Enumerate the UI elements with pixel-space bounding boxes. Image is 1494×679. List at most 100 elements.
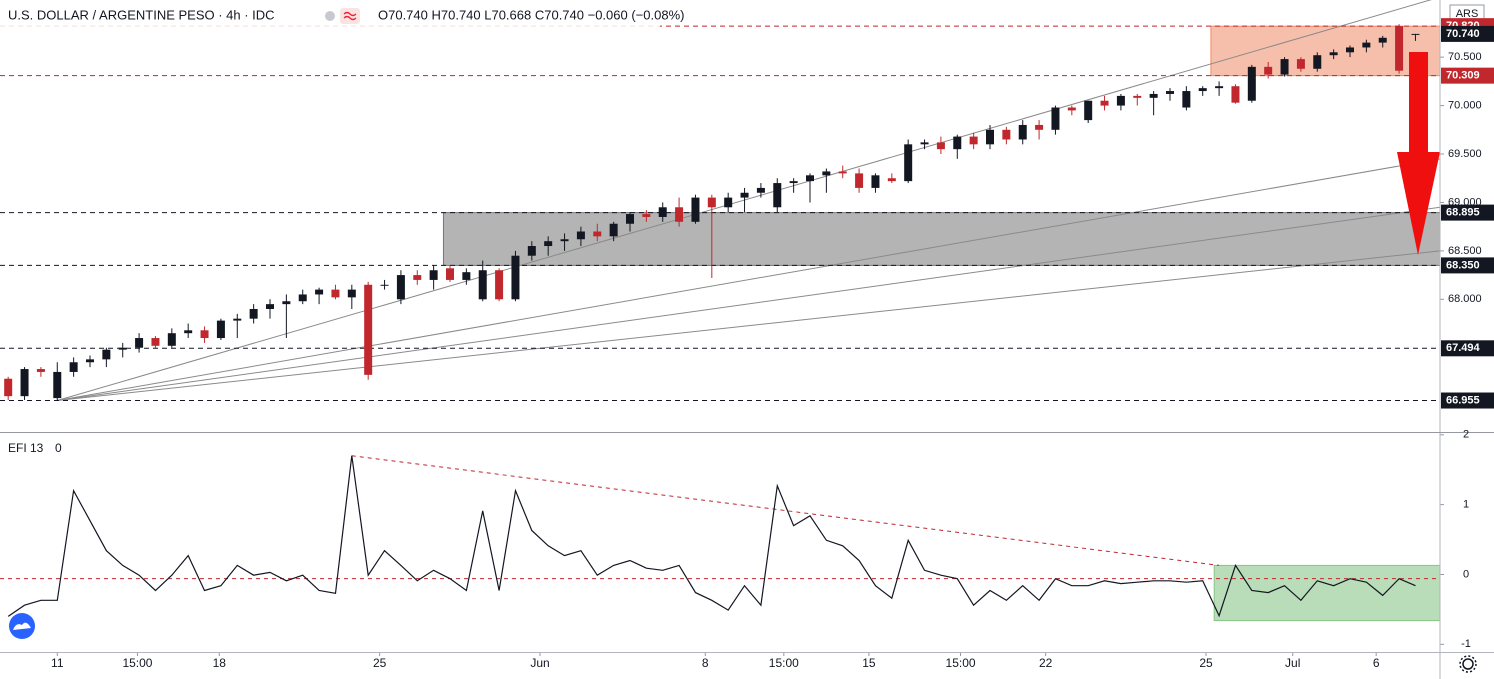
candle-body [315, 289, 324, 295]
candle-body [478, 270, 487, 300]
candle-body [593, 231, 602, 237]
candle-body [1035, 124, 1044, 130]
candle-body [511, 255, 520, 300]
y-tick-label: 70.500 [1448, 51, 1482, 63]
candle-body [986, 129, 994, 145]
fan-line [57, 250, 1441, 402]
candle-body [1100, 100, 1109, 106]
x-tick-label: Jul [1285, 656, 1300, 670]
candle-body [822, 171, 831, 176]
indicator-name: EFI 13 [8, 441, 44, 455]
candle-body [806, 175, 814, 182]
level-label: 66.955 [1446, 394, 1480, 406]
candle-body [249, 308, 258, 319]
efi-y-tick-label: 1 [1463, 499, 1469, 511]
candle-body [691, 197, 700, 222]
level-box [1441, 340, 1494, 357]
candle-body [135, 338, 144, 348]
icon[interactable] [325, 11, 335, 21]
candle-body [298, 294, 307, 302]
level-box [1441, 392, 1494, 409]
candle-body [740, 192, 749, 198]
candle-body [904, 144, 913, 182]
candle-body [396, 275, 405, 300]
candle-body [969, 136, 978, 145]
candle-body [462, 272, 471, 280]
candle-body [347, 289, 356, 298]
efi-trendline [351, 455, 1220, 566]
candle-body [1296, 59, 1305, 69]
x-tick-label: 25 [1199, 656, 1213, 670]
candle-body [920, 142, 929, 145]
efi-line [7, 455, 1416, 618]
candle-body [1198, 88, 1207, 92]
candle-body [364, 284, 373, 375]
candle-body [527, 246, 536, 256]
candle-body [1329, 52, 1338, 56]
candle-body [560, 239, 569, 242]
x-tick-label: Jun [530, 656, 549, 670]
candle-body [838, 171, 847, 174]
ohlc-legend: O70.740 H70.740 L70.668 C70.740 −0.060 (… [378, 7, 684, 22]
candle-body [102, 349, 111, 360]
y-tick-label: 68.000 [1448, 293, 1482, 305]
candle-body [871, 175, 880, 188]
level-box [1441, 257, 1494, 274]
last-price-box [1441, 25, 1494, 42]
candle-body [36, 369, 45, 372]
last-price-label: 70.740 [1446, 28, 1480, 40]
chart-layer [4, 24, 1420, 618]
candle-body [675, 207, 684, 222]
candle-body [86, 359, 94, 363]
candle-body [1346, 47, 1354, 53]
candle-body [1133, 95, 1142, 98]
x-tick-label: 15:00 [769, 656, 799, 670]
candle-body [1280, 59, 1289, 75]
x-tick-label: 22 [1039, 656, 1053, 670]
level-label: 68.895 [1446, 207, 1480, 219]
candle-body [1067, 107, 1076, 111]
arrow [1397, 52, 1440, 255]
candle-body [1313, 55, 1322, 69]
y-tick-label: 68.500 [1448, 245, 1482, 257]
candle-body [1018, 124, 1027, 140]
candle-body [216, 320, 225, 339]
indicator-value: 0 [55, 441, 62, 455]
candle-body [544, 241, 553, 247]
candle-body [756, 187, 765, 193]
candle-body [266, 304, 274, 309]
settings-icon[interactable] [1459, 655, 1477, 673]
y-tick-label: 69.500 [1448, 148, 1482, 160]
candle-body [609, 223, 618, 237]
candle-body [4, 378, 13, 397]
level-box [1441, 67, 1494, 84]
icon[interactable] [340, 8, 360, 24]
zone [1210, 25, 1441, 77]
x-tick-label: 15:00 [946, 656, 976, 670]
candle-body [936, 142, 945, 150]
icon [343, 11, 357, 21]
level-label: 70.309 [1446, 70, 1480, 82]
currency: ARS [1456, 8, 1479, 20]
fan-line [57, 206, 1441, 402]
candle-body [789, 181, 798, 184]
efi-y-tick-label: 0 [1463, 568, 1469, 580]
x-tick-label: 15:00 [122, 656, 152, 670]
candle-body [1116, 95, 1125, 106]
candle-body [429, 270, 438, 280]
candle-body [1166, 91, 1174, 94]
candle-body [1231, 86, 1240, 103]
candle-body [1362, 42, 1371, 48]
candle-body [1182, 91, 1191, 108]
x-tick-label: 6 [1373, 656, 1380, 670]
candle-body [887, 178, 896, 182]
candle-body [1084, 100, 1093, 121]
candle-body [167, 333, 176, 346]
candle-body [642, 214, 651, 217]
candle-body [1264, 66, 1273, 75]
level-label: 67.494 [1446, 342, 1481, 354]
level-label: 68.350 [1446, 259, 1480, 271]
candle-body [282, 301, 291, 305]
candle-body [446, 268, 454, 280]
candle-body [495, 270, 504, 300]
